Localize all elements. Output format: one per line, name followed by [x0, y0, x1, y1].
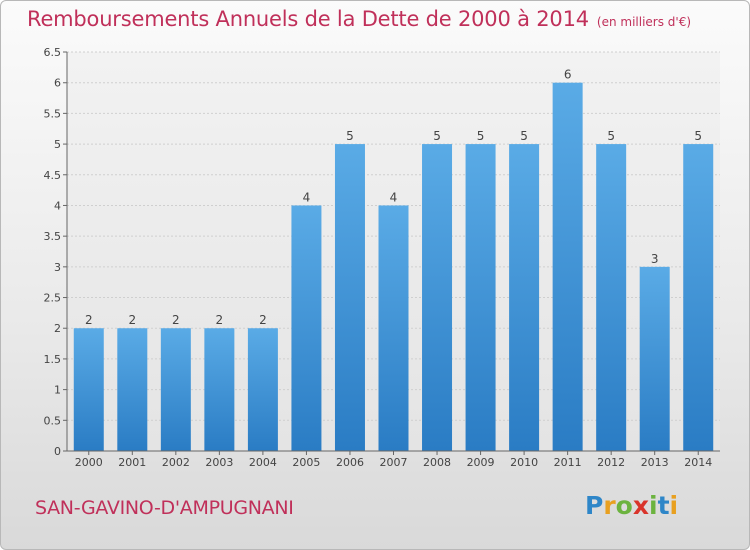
- x-tick-label: 2012: [597, 456, 625, 469]
- bar: [204, 328, 235, 451]
- data-label: 5: [607, 129, 615, 143]
- bar: [334, 144, 365, 452]
- x-tick-label: 2007: [380, 456, 408, 469]
- x-tick-label: 2009: [467, 456, 495, 469]
- x-tick-label: 2002: [162, 456, 190, 469]
- y-tick-label: 0: [54, 445, 61, 458]
- logo-letter: i: [649, 491, 658, 520]
- chart-title-text: Remboursements Annuels de la Dette de 20…: [27, 7, 589, 31]
- y-tick-label: 2.5: [44, 292, 62, 305]
- x-tick-label: 2005: [292, 456, 320, 469]
- data-label: 5: [477, 129, 485, 143]
- y-tick-label: 6.5: [44, 46, 62, 59]
- x-tick-label: 2008: [423, 456, 451, 469]
- y-tick-label: 4: [54, 199, 61, 212]
- chart-unit-label: (en milliers d'€): [596, 15, 692, 29]
- x-tick-label: 2013: [641, 456, 669, 469]
- y-tick-label: 6: [54, 77, 61, 90]
- data-label: 2: [259, 313, 267, 327]
- y-tick-label: 2: [54, 322, 61, 335]
- y-tick-label: 1.5: [44, 353, 62, 366]
- data-label: 4: [390, 190, 398, 204]
- logo-letter: x: [632, 491, 649, 520]
- data-label: 2: [172, 313, 180, 327]
- bar: [117, 328, 148, 451]
- bar: [422, 144, 453, 452]
- bar: [160, 328, 191, 451]
- logo-letter: t: [657, 491, 670, 520]
- x-tick-label: 2004: [249, 456, 277, 469]
- bar: [247, 328, 278, 451]
- y-tick-label: 3.5: [44, 230, 62, 243]
- commune-name: SAN-GAVINO-D'AMPUGNANI: [35, 497, 294, 519]
- x-tick-label: 2001: [118, 456, 146, 469]
- data-label: 5: [433, 129, 441, 143]
- data-label: 5: [694, 129, 702, 143]
- bar: [465, 144, 496, 452]
- data-label: 3: [651, 252, 659, 266]
- chart-title: Remboursements Annuels de la Dette de 20…: [27, 7, 691, 31]
- x-tick-label: 2010: [510, 456, 538, 469]
- y-tick-label: 5.5: [44, 107, 62, 120]
- logo-letter: i: [669, 491, 679, 520]
- bar: [509, 144, 540, 452]
- y-tick-label: 1: [54, 384, 61, 397]
- data-label: 4: [303, 190, 311, 204]
- data-label: 2: [216, 313, 224, 327]
- logo-letter: o: [615, 491, 633, 520]
- data-label: 5: [520, 129, 528, 143]
- bar: [378, 205, 409, 451]
- logo-letter: P: [585, 491, 604, 520]
- x-tick-label: 2000: [75, 456, 103, 469]
- logo-letter: r: [603, 491, 616, 520]
- data-label: 2: [85, 313, 93, 327]
- x-tick-label: 2014: [684, 456, 712, 469]
- bar: [639, 266, 670, 451]
- proxiti-logo: Proxiti: [585, 491, 678, 520]
- data-label: 6: [564, 68, 572, 82]
- x-tick-label: 2006: [336, 456, 364, 469]
- bar: [552, 82, 583, 451]
- y-tick-label: 5: [54, 138, 61, 151]
- bar: [683, 144, 714, 452]
- y-tick-label: 4.5: [44, 169, 62, 182]
- y-tick-label: 0.5: [44, 414, 62, 427]
- x-tick-label: 2003: [205, 456, 233, 469]
- data-label: 2: [128, 313, 136, 327]
- x-tick-label: 2011: [554, 456, 582, 469]
- bar: [73, 328, 104, 451]
- bar: [596, 144, 627, 452]
- data-label: 5: [346, 129, 354, 143]
- y-tick-label: 3: [54, 261, 61, 274]
- bar: [291, 205, 322, 451]
